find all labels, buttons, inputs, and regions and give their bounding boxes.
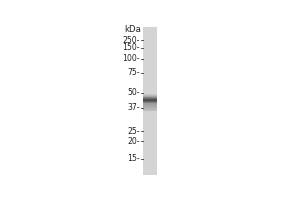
Text: 20-: 20- [127, 137, 140, 146]
Text: kDa: kDa [124, 25, 141, 34]
Text: 75-: 75- [127, 68, 140, 77]
Text: 250-: 250- [122, 36, 140, 45]
Bar [143, 27, 157, 175]
Text: 50-: 50- [127, 88, 140, 97]
Text: 100-: 100- [122, 54, 140, 63]
Text: 25-: 25- [127, 127, 140, 136]
Text: 150-: 150- [122, 43, 140, 52]
Text: 15-: 15- [127, 154, 140, 163]
Text: 37-: 37- [127, 103, 140, 112]
